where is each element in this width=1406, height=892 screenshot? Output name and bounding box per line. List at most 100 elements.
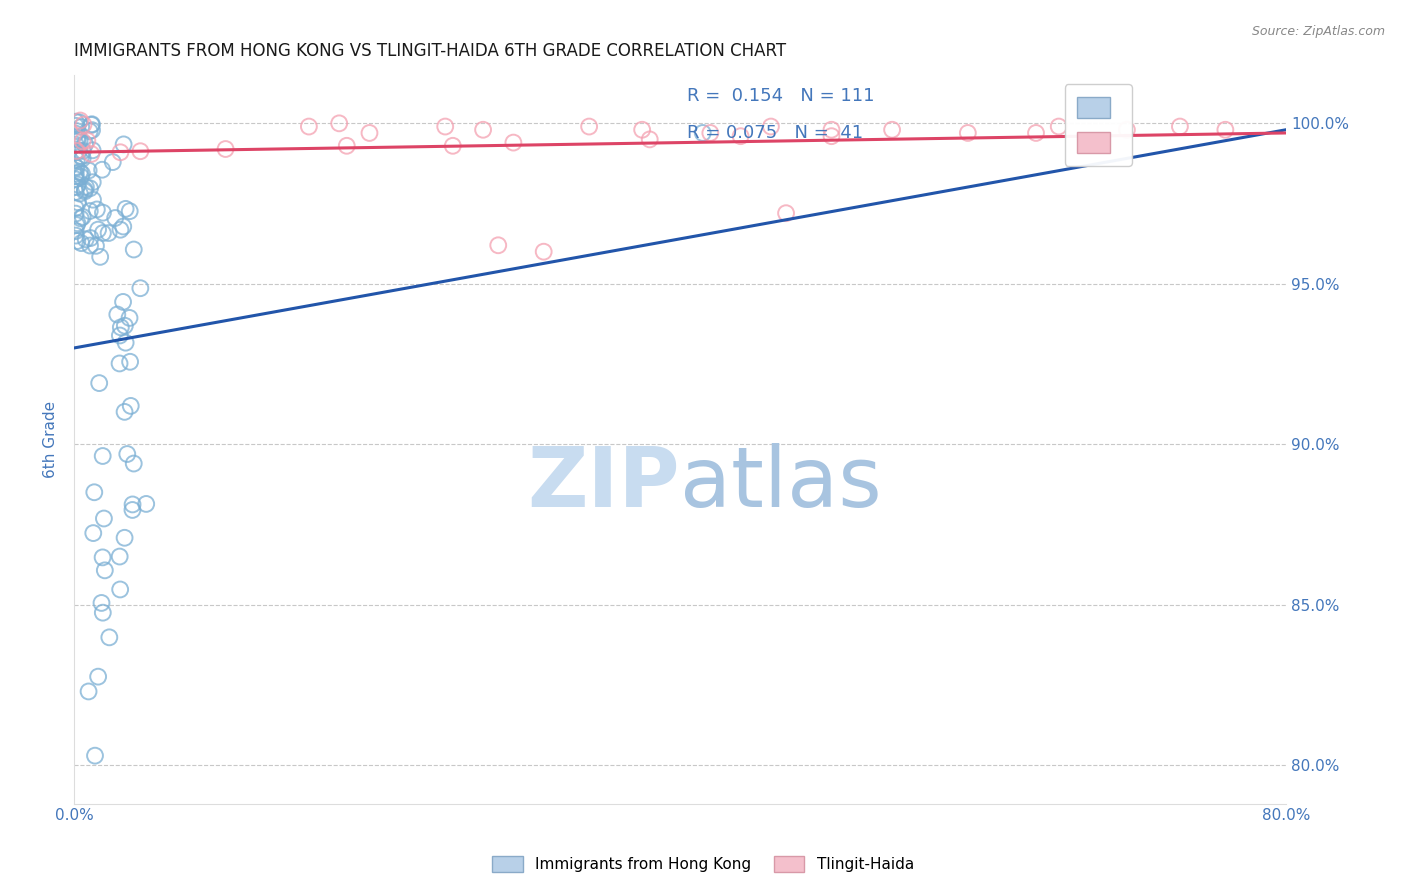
Point <box>66 132 89 146</box>
Point <box>441 138 464 153</box>
Point <box>112 137 135 152</box>
Text: ZIP: ZIP <box>527 442 681 524</box>
Point <box>89 376 111 390</box>
Point <box>65 180 87 194</box>
Point <box>84 748 107 763</box>
Point <box>114 405 136 419</box>
Point <box>108 328 131 343</box>
Point <box>820 129 842 144</box>
Point <box>75 137 97 152</box>
Point <box>66 216 89 230</box>
Point <box>82 193 104 207</box>
Point <box>79 231 101 245</box>
Point <box>578 120 600 134</box>
Point <box>66 218 89 232</box>
Point <box>1025 126 1047 140</box>
Point <box>328 116 350 130</box>
Point <box>93 511 115 525</box>
Point <box>73 183 96 197</box>
Point <box>91 449 114 463</box>
Point <box>110 320 132 334</box>
Point <box>65 145 87 160</box>
Point <box>69 211 91 226</box>
Point <box>69 133 91 147</box>
Point <box>101 155 124 169</box>
Text: atlas: atlas <box>681 442 882 524</box>
Text: R = 0.075   N =  41: R = 0.075 N = 41 <box>688 124 863 142</box>
Point <box>65 161 87 175</box>
Point <box>122 243 145 257</box>
Point <box>108 582 131 597</box>
Point <box>79 238 101 252</box>
Point <box>129 281 152 295</box>
Point <box>104 211 127 225</box>
Point <box>70 167 93 181</box>
Point <box>69 113 91 128</box>
Legend: Immigrants from Hong Kong, Tlingit-Haida: Immigrants from Hong Kong, Tlingit-Haida <box>485 848 921 880</box>
Point <box>118 204 141 219</box>
Point <box>65 144 87 158</box>
Point <box>67 195 90 210</box>
Text: R =  0.154   N = 111: R = 0.154 N = 111 <box>688 87 875 105</box>
Point <box>80 147 103 161</box>
Point <box>533 244 555 259</box>
Point <box>65 185 87 199</box>
Point <box>65 114 87 128</box>
Point <box>65 119 87 133</box>
Point <box>94 563 117 577</box>
Point <box>97 226 120 240</box>
Point <box>79 181 101 195</box>
Point <box>86 202 108 217</box>
Y-axis label: 6th Grade: 6th Grade <box>44 401 58 478</box>
Point <box>1215 122 1237 136</box>
Point <box>77 684 100 698</box>
Point <box>1168 120 1191 134</box>
Point <box>72 118 94 132</box>
Point <box>1047 120 1070 134</box>
Point <box>112 294 135 309</box>
Point <box>91 606 114 620</box>
Point <box>121 498 143 512</box>
Point <box>80 117 103 131</box>
Point <box>114 202 136 216</box>
Point <box>79 124 101 138</box>
Point <box>65 169 87 184</box>
Point <box>120 399 142 413</box>
Point <box>502 136 524 150</box>
Point <box>486 238 509 252</box>
Point <box>76 134 98 148</box>
Point <box>298 120 321 134</box>
Point <box>110 223 132 237</box>
Point <box>70 236 93 251</box>
Point <box>108 549 131 564</box>
Point <box>631 122 654 136</box>
Point <box>1115 122 1137 136</box>
Point <box>75 232 97 246</box>
Point <box>135 497 157 511</box>
Point <box>73 185 96 199</box>
Point <box>105 308 128 322</box>
Point <box>956 126 979 140</box>
Point <box>82 175 104 189</box>
Point <box>69 186 91 201</box>
Point <box>775 206 797 220</box>
Point <box>75 180 97 194</box>
Point <box>120 355 142 369</box>
Point <box>112 219 135 234</box>
Point <box>65 124 87 138</box>
Text: Source: ZipAtlas.com: Source: ZipAtlas.com <box>1251 25 1385 38</box>
Point <box>83 485 105 500</box>
Point <box>108 356 131 370</box>
Point <box>69 165 91 179</box>
Point <box>67 144 90 158</box>
Point <box>91 550 114 565</box>
Point <box>117 447 139 461</box>
Point <box>80 123 103 137</box>
Point <box>70 120 93 134</box>
Point <box>70 149 93 163</box>
Point <box>72 210 94 224</box>
Point <box>70 169 93 184</box>
Point <box>359 126 381 140</box>
Point <box>84 239 107 253</box>
Point <box>65 201 87 215</box>
